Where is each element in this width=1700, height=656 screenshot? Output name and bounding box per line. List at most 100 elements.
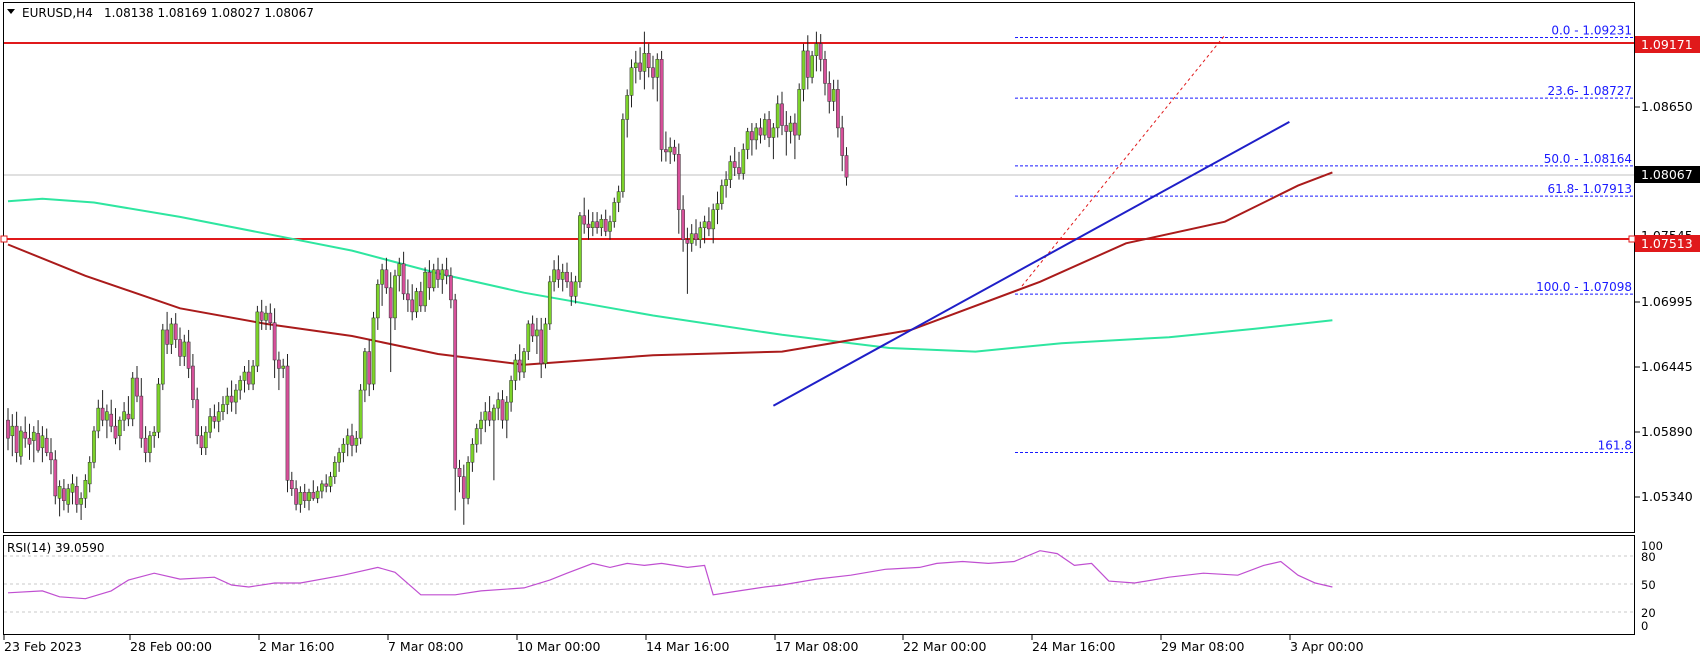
candle-body-bear xyxy=(664,149,668,153)
candle xyxy=(711,203,716,244)
candle-body-bull xyxy=(762,119,767,136)
fibonacci-retracement[interactable]: 0.0 - 1.09231 23.6- 1.08727 50.0 - 1.08164… xyxy=(1015,24,1635,453)
symbol-dropdown-icon[interactable] xyxy=(7,9,15,14)
candle-body-bull xyxy=(264,312,268,321)
candle xyxy=(268,303,273,330)
candle xyxy=(143,426,148,463)
candle-body-bull xyxy=(431,269,436,289)
time-tick: 3 Apr 00:00 xyxy=(1290,639,1364,654)
candle xyxy=(298,486,303,513)
candle xyxy=(225,387,230,415)
candle-body-bear xyxy=(707,221,711,230)
candle-body-bull xyxy=(801,50,806,90)
candle-body-bear xyxy=(517,359,522,373)
candle-body-bull xyxy=(203,431,208,449)
candle xyxy=(629,59,634,108)
candle xyxy=(384,257,389,294)
candle xyxy=(173,313,178,348)
candle-body-bear xyxy=(289,480,294,489)
candle xyxy=(642,31,647,90)
candle xyxy=(160,323,165,391)
candle-body-bear xyxy=(793,122,797,136)
time-tick: 7 Mar 08:00 xyxy=(388,639,464,654)
fib-level-label: 0.0 - 1.09231 xyxy=(1551,24,1632,38)
candle xyxy=(371,311,376,391)
candle xyxy=(487,396,492,427)
candle xyxy=(810,50,814,84)
candle xyxy=(165,311,169,354)
candle-body-bear xyxy=(444,269,449,277)
candle xyxy=(844,147,849,186)
time-tick: 14 Mar 16:00 xyxy=(646,639,730,654)
candle-body-bull xyxy=(543,323,548,364)
price-tick: 1.06445 xyxy=(1641,359,1693,374)
candle xyxy=(148,430,152,463)
candle xyxy=(423,267,427,312)
candle xyxy=(547,275,552,330)
candle xyxy=(87,456,92,493)
candle xyxy=(431,263,436,292)
candle-body-bear xyxy=(453,299,458,469)
candle-body-bear xyxy=(178,339,182,357)
bullish-trendline[interactable] xyxy=(772,120,1290,407)
candle-body-bear xyxy=(603,219,608,232)
candle xyxy=(105,404,109,439)
candle-body-bull xyxy=(156,383,161,433)
candle xyxy=(238,375,243,400)
price-tick: 1.06995 xyxy=(1641,294,1693,309)
candle xyxy=(500,390,505,429)
candle-body-bull xyxy=(182,341,187,357)
candle xyxy=(27,423,32,460)
candle-body-bear xyxy=(569,281,574,297)
candle-body-bull xyxy=(130,377,135,420)
candle-body-bull xyxy=(328,476,333,487)
candle-body-bull xyxy=(513,359,518,381)
candle xyxy=(754,123,759,150)
candle xyxy=(44,428,49,457)
svg-text:20: 20 xyxy=(1641,606,1656,620)
candle-body-bull xyxy=(337,452,341,463)
candle-body-bull xyxy=(393,275,397,319)
candle-body-bear xyxy=(367,351,372,385)
candle xyxy=(418,281,423,312)
candle-body-bull xyxy=(547,281,552,325)
moving-average-slow xyxy=(7,197,1333,353)
candle-body-bear xyxy=(436,269,440,280)
candle-body-bull xyxy=(169,323,174,345)
candle-body-bull xyxy=(341,443,346,453)
candle xyxy=(595,212,599,234)
svg-text:50: 50 xyxy=(1641,578,1656,592)
candle xyxy=(6,408,10,451)
candle-body-bull xyxy=(414,291,419,313)
candle xyxy=(552,260,556,292)
support-line-handle[interactable] xyxy=(0,235,8,243)
candle-body-bear xyxy=(410,299,415,313)
candle xyxy=(199,426,204,456)
support-line-handle-right[interactable] xyxy=(1628,235,1636,243)
candle xyxy=(397,257,402,292)
candle-body-bull xyxy=(466,461,470,499)
candle xyxy=(780,91,784,136)
candle xyxy=(517,344,522,381)
candle xyxy=(719,179,724,210)
candle-body-bull xyxy=(31,431,36,441)
candle-body-bull xyxy=(105,411,109,421)
candle xyxy=(264,305,268,330)
candle xyxy=(345,428,350,457)
candle-body-bear xyxy=(350,435,354,446)
time-tick: 29 Mar 08:00 xyxy=(1161,639,1245,654)
candle xyxy=(380,263,384,306)
candle-body-bull xyxy=(788,122,793,132)
candle xyxy=(388,272,393,373)
moving-average-fast xyxy=(7,171,1333,366)
candle-body-bear xyxy=(457,468,462,477)
candle-body-bull xyxy=(492,407,496,421)
candle-body-bear xyxy=(659,59,664,150)
candle-body-bear xyxy=(126,413,131,420)
candle xyxy=(573,275,578,304)
candle-body-bull xyxy=(474,428,479,445)
candle xyxy=(311,480,316,501)
price-badge-resistance: 1.09171 xyxy=(1635,36,1700,53)
candle-body-bear xyxy=(646,53,651,68)
